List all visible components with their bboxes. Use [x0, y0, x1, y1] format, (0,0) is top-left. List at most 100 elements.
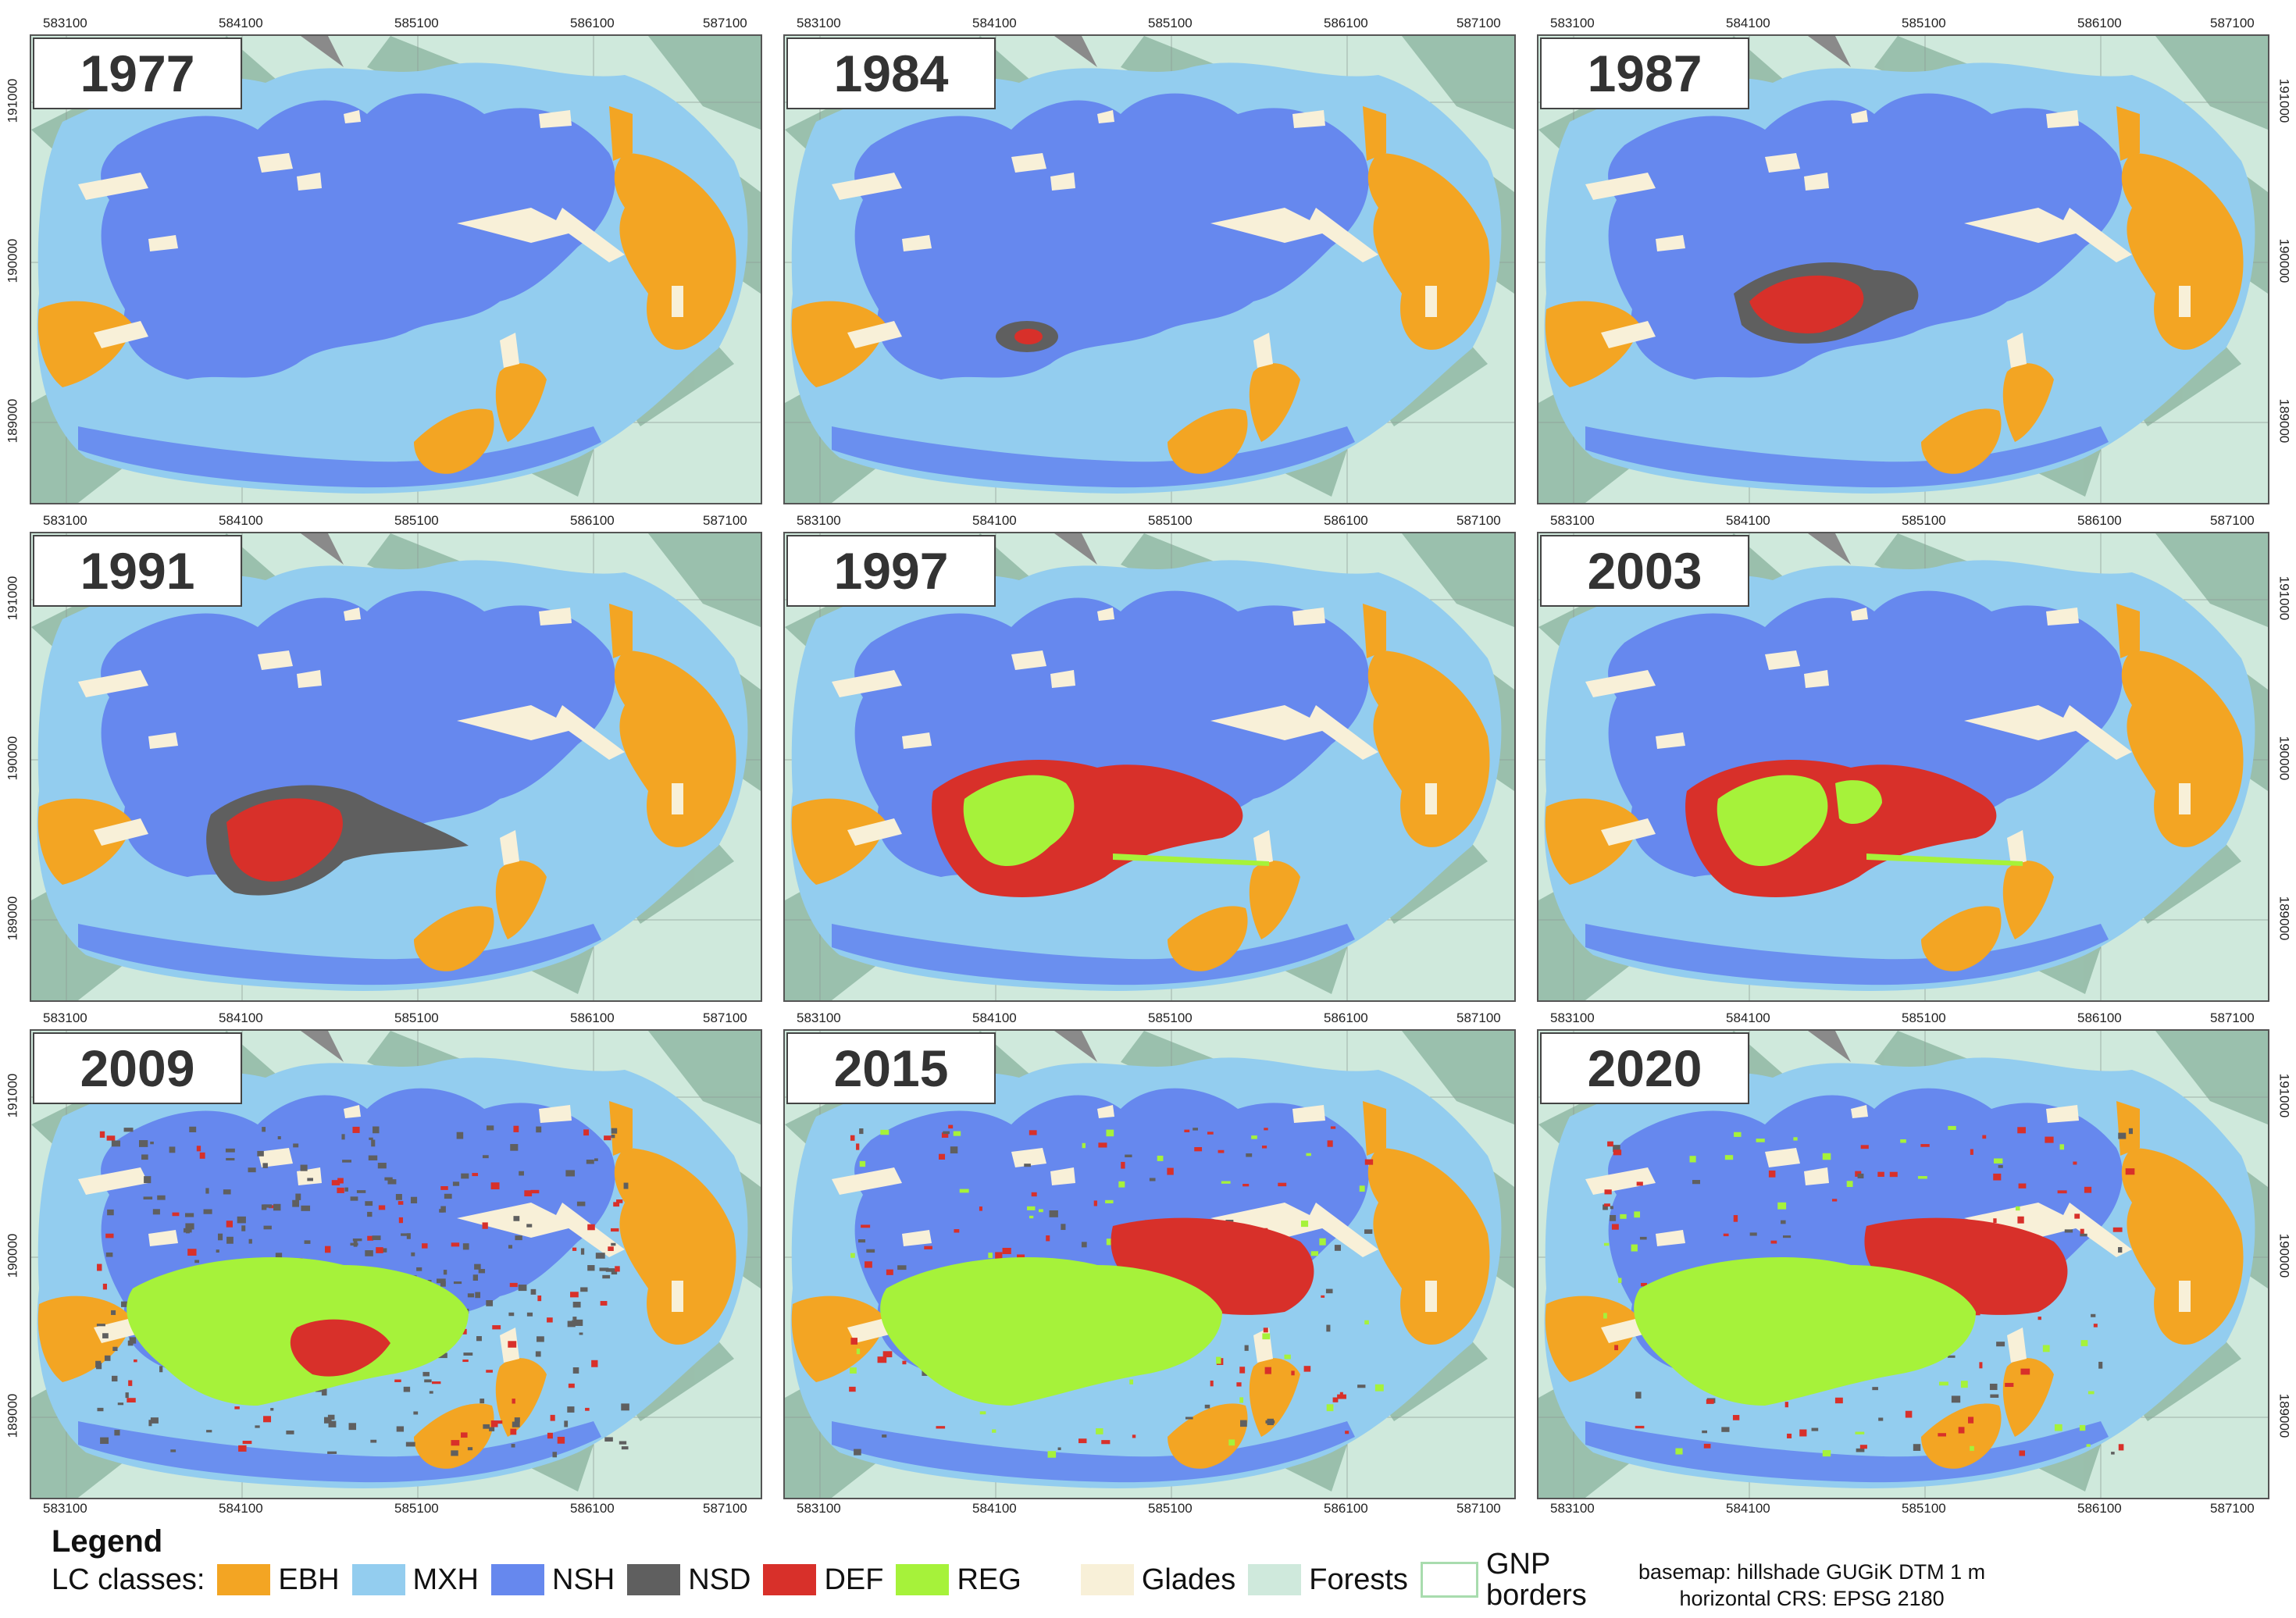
- legend-label-ebh: EBH: [278, 1563, 340, 1596]
- x-tick-top: 587100: [2210, 513, 2255, 528]
- y-tick-left: 189000: [5, 1393, 20, 1438]
- legend-label-reg: REG: [957, 1563, 1021, 1596]
- x-tick-top: 586100: [2077, 513, 2122, 528]
- x-tick-top: 587100: [703, 1010, 747, 1025]
- legend-swatch-nsh: [491, 1564, 544, 1595]
- y-tick-left: 190000: [5, 736, 20, 781]
- legend-label-mxh: MXH: [412, 1563, 479, 1596]
- year-label: 2009: [33, 1032, 242, 1104]
- x-tick-top: 583100: [797, 16, 841, 30]
- year-label: 1991: [33, 535, 242, 607]
- x-tick-top: 587100: [1456, 16, 1501, 30]
- x-tick-top: 584100: [972, 1010, 1017, 1025]
- legend-title: Legend: [52, 1524, 163, 1559]
- basemap-credit: basemap: hillshade GUGiK DTM 1 m horizon…: [1638, 1559, 1985, 1612]
- land-cover-map-1987: [1538, 36, 2268, 503]
- map-panel-2015: 2015: [783, 1029, 1516, 1499]
- year-label: 2020: [1540, 1032, 1749, 1104]
- legend-label-nsh: NSH: [552, 1563, 615, 1596]
- x-tick-bottom: 585100: [1148, 1501, 1193, 1516]
- x-tick-bottom: 587100: [2210, 1501, 2255, 1516]
- map-panel-1984: 1984: [783, 34, 1516, 504]
- x-tick-top: 583100: [1550, 16, 1595, 30]
- x-tick-bottom: 587100: [1456, 1501, 1501, 1516]
- year-label: 2003: [1540, 535, 1749, 607]
- credit-line1: basemap: hillshade GUGiK DTM 1 m: [1638, 1560, 1986, 1584]
- x-tick-top: 586100: [2077, 16, 2122, 30]
- x-tick-bottom: 583100: [1550, 1501, 1595, 1516]
- x-tick-top: 585100: [394, 513, 439, 528]
- legend-label-def: DEF: [824, 1563, 884, 1596]
- y-tick-right: 190000: [2276, 736, 2292, 781]
- x-tick-top: 585100: [1902, 513, 1946, 528]
- map-panel-2003: 2003: [1537, 532, 2269, 1002]
- land-cover-map-1984: [785, 36, 1514, 503]
- map-panel-1991: 1991: [30, 532, 762, 1002]
- legend-swatch-glades: [1080, 1564, 1134, 1595]
- x-tick-top: 586100: [1324, 513, 1368, 528]
- y-tick-right: 190000: [2276, 238, 2292, 283]
- gnp-line2: borders: [1485, 1579, 1587, 1612]
- y-tick-left: 190000: [5, 238, 20, 283]
- y-tick-right: 191000: [2276, 576, 2292, 621]
- map-panel-2009: 2009: [30, 1029, 762, 1499]
- land-cover-map-2020: [1538, 1031, 2268, 1498]
- gnp-line1: GNP: [1485, 1548, 1551, 1581]
- lc-class-items: EBH MXH NSH NSD DEF REG: [209, 1563, 1025, 1597]
- y-tick-left: 190000: [5, 1233, 20, 1278]
- x-tick-top: 583100: [43, 16, 87, 30]
- year-label: 2015: [786, 1032, 996, 1104]
- x-tick-top: 585100: [394, 16, 439, 30]
- x-tick-top: 585100: [1148, 16, 1193, 30]
- x-tick-top: 585100: [1148, 1010, 1193, 1025]
- legend-label-forests: Forests: [1309, 1563, 1408, 1596]
- x-tick-top: 586100: [1324, 16, 1368, 30]
- legend-swatch-def: [763, 1564, 817, 1595]
- land-cover-map-1977: [31, 36, 761, 503]
- map-panel-1987: 1987: [1537, 34, 2269, 504]
- y-tick-left: 191000: [5, 576, 20, 621]
- y-tick-right: 191000: [2276, 78, 2292, 123]
- x-tick-top: 583100: [797, 513, 841, 528]
- legend-row: LC classes: EBH MXH NSH NSD DEF REG Glades Fo…: [52, 1549, 1592, 1611]
- credit-line2: horizontal CRS: EPSG 2180: [1679, 1587, 1945, 1610]
- x-tick-bottom: 585100: [1902, 1501, 1946, 1516]
- legend-swatch-gnp-borders: [1420, 1562, 1478, 1598]
- land-cover-map-2003: [1538, 533, 2268, 1000]
- x-tick-top: 585100: [1902, 1010, 1946, 1025]
- year-label: 1984: [786, 37, 996, 109]
- x-tick-top: 586100: [570, 1010, 615, 1025]
- legend-label-nsd: NSD: [688, 1563, 751, 1596]
- legend-swatch-nsd: [627, 1564, 681, 1595]
- x-tick-top: 586100: [570, 513, 615, 528]
- x-tick-top: 586100: [1324, 1010, 1368, 1025]
- x-tick-top: 587100: [1456, 1010, 1501, 1025]
- x-tick-top: 586100: [2077, 1010, 2122, 1025]
- x-tick-top: 584100: [219, 513, 263, 528]
- x-tick-top: 586100: [570, 16, 615, 30]
- map-panel-2020: 2020: [1537, 1029, 2269, 1499]
- legend-swatch-ebh: [217, 1564, 271, 1595]
- x-tick-bottom: 583100: [43, 1501, 87, 1516]
- x-tick-top: 583100: [1550, 1010, 1595, 1025]
- legend-swatch-reg: [896, 1564, 950, 1595]
- x-tick-top: 583100: [797, 1010, 841, 1025]
- x-tick-top: 583100: [43, 1010, 87, 1025]
- map-panel-1977: 1977: [30, 34, 762, 504]
- y-tick-left: 189000: [5, 896, 20, 941]
- legend-swatch-forests: [1248, 1564, 1302, 1595]
- y-tick-left: 191000: [5, 1073, 20, 1118]
- x-tick-bottom: 585100: [394, 1501, 439, 1516]
- legend-label-gnp-borders: GNP borders: [1486, 1549, 1587, 1611]
- year-label: 1977: [33, 37, 242, 109]
- y-tick-left: 189000: [5, 398, 20, 444]
- land-cover-map-2015: [785, 1031, 1514, 1498]
- x-tick-top: 587100: [703, 16, 747, 30]
- x-tick-top: 587100: [1456, 513, 1501, 528]
- legend-swatch-mxh: [351, 1564, 405, 1595]
- y-tick-right: 190000: [2276, 1233, 2292, 1278]
- year-label: 1987: [1540, 37, 1749, 109]
- x-tick-bottom: 586100: [1324, 1501, 1368, 1516]
- x-tick-bottom: 583100: [797, 1501, 841, 1516]
- x-tick-top: 584100: [219, 1010, 263, 1025]
